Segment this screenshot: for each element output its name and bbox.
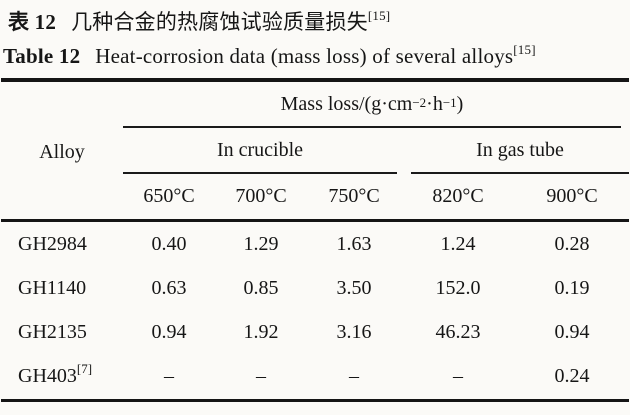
alloys-mass-loss-table: Alloy Mass loss/(g·cm −2 ·h −1) In crucible… — [1, 78, 629, 402]
value-cell: – — [453, 365, 463, 387]
group-header-in-crucible: In crucible — [123, 128, 397, 174]
group-header-row: In crucible In gas tube — [1, 128, 629, 174]
value-cell: 3.50 — [336, 276, 372, 299]
alloy-name: GH1140 — [1, 277, 123, 300]
temp-header-900: 900°C — [546, 185, 598, 207]
value-cell: 46.23 — [435, 320, 481, 343]
table-caption-en: Table 12 Heat-corrosion data (mass loss) … — [3, 42, 536, 69]
temp-header-700: 700°C — [235, 185, 287, 207]
temperature-header-row: 650°C 700°C 750°C 820°C 900°C — [1, 174, 629, 222]
unit-header-row: Mass loss/(g·cm −2 ·h −1) — [1, 82, 629, 128]
unit-text: ) — [456, 92, 464, 115]
value-cell: 1.92 — [243, 320, 279, 343]
alloy-name: GH403[7] — [1, 362, 123, 388]
alloy-name: GH2135 — [1, 321, 123, 344]
group-header-in-gas-tube: In gas tube — [411, 128, 629, 174]
value-cell: – — [349, 365, 359, 387]
value-cell: 0.40 — [151, 232, 187, 255]
caption-text-en: Heat-corrosion data (mass loss) of sever… — [95, 44, 514, 68]
temp-header-750: 750°C — [328, 185, 380, 207]
unit-text: Mass loss/(g·cm — [280, 92, 413, 115]
table-caption-zh: 表 12 几种合金的热腐蚀试验质量损失[15] — [8, 6, 390, 36]
value-cell: 0.94 — [151, 320, 187, 343]
unit-header: Mass loss/(g·cm −2 ·h −1) — [123, 82, 621, 128]
value-cell: – — [256, 365, 266, 387]
value-cell: 1.29 — [243, 232, 279, 255]
column-header-alloy: Alloy — [39, 140, 85, 163]
caption-text-zh: 几种合金的热腐蚀试验质量损失 — [71, 10, 368, 34]
alloy-name-text: GH1140 — [18, 276, 87, 299]
value-cell: 1.63 — [336, 232, 372, 255]
temp-header-650: 650°C — [143, 185, 195, 207]
value-cell: 0.85 — [243, 276, 279, 299]
table-row: GH403[7] – – – – 0.24 — [1, 354, 629, 399]
value-cell: 0.94 — [554, 320, 590, 343]
caption-ref-zh: [15] — [367, 8, 391, 23]
table-row: GH1140 0.63 0.85 3.50 152.0 0.19 — [1, 266, 629, 310]
alloy-name-text: GH2984 — [18, 232, 87, 255]
temp-header-820: 820°C — [432, 185, 484, 207]
table-row: GH2135 0.94 1.92 3.16 46.23 0.94 — [1, 310, 629, 354]
alloy-ref: [7] — [76, 361, 93, 377]
caption-label-zh: 表 12 — [8, 10, 57, 34]
value-cell: – — [164, 365, 174, 387]
value-cell: 0.28 — [554, 232, 590, 255]
value-cell: 0.19 — [554, 276, 590, 299]
value-cell: 3.16 — [336, 320, 372, 343]
value-cell: 1.24 — [440, 232, 476, 255]
alloy-name: GH2984 — [1, 233, 123, 256]
unit-text: ·h — [426, 92, 443, 115]
caption-label-en: Table 12 — [3, 44, 81, 68]
alloy-name-text: GH2135 — [18, 320, 87, 343]
alloy-name-text: GH403 — [18, 365, 77, 387]
value-cell: 0.63 — [151, 276, 187, 299]
caption-ref-en: [15] — [513, 42, 536, 57]
table-row: GH2984 0.40 1.29 1.63 1.24 0.28 — [1, 222, 629, 266]
value-cell: 152.0 — [435, 276, 481, 299]
value-cell: 0.24 — [554, 365, 590, 387]
group-gap — [397, 128, 411, 174]
